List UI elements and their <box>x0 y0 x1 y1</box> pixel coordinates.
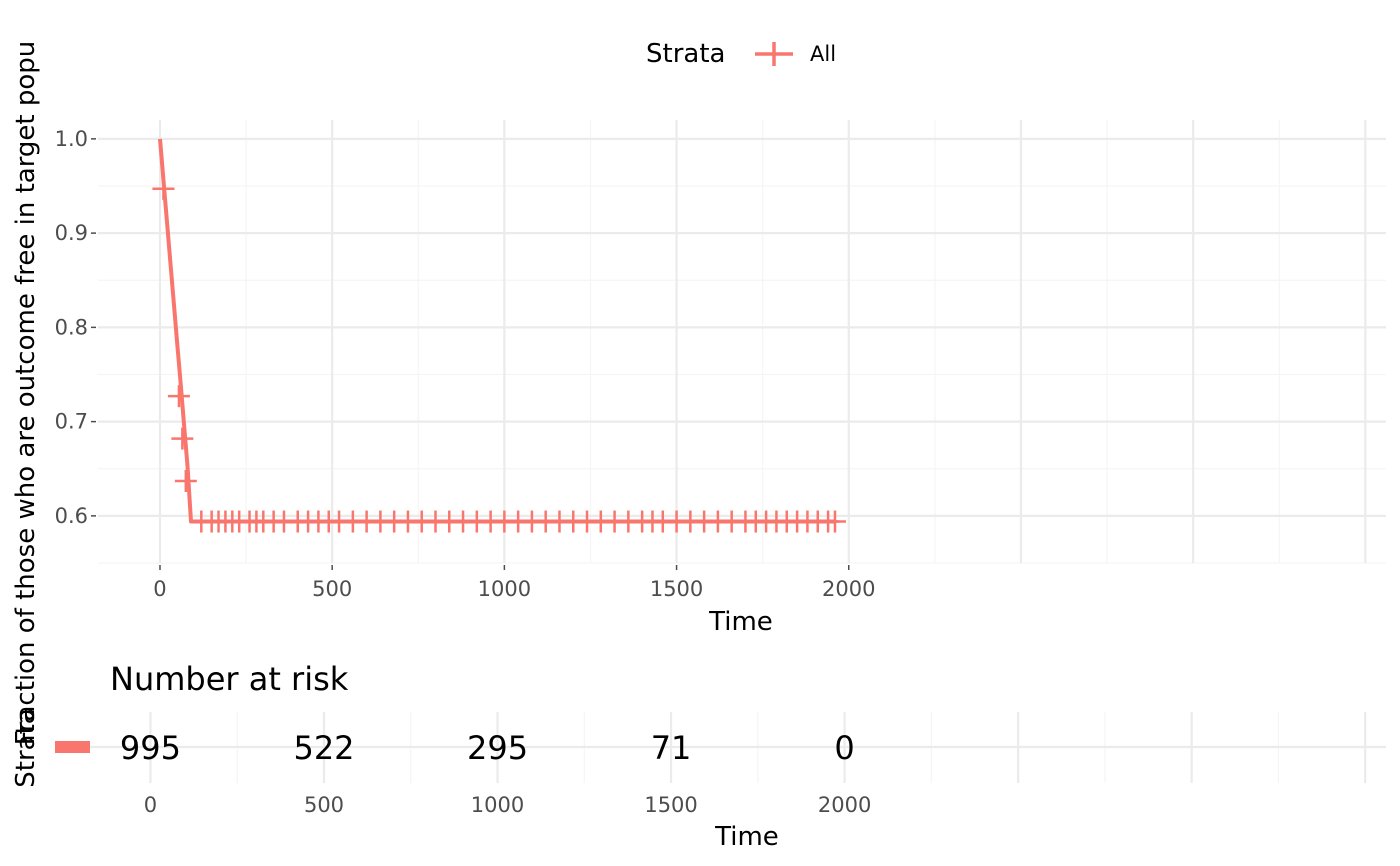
risk-x-tick-label: 2000 <box>818 793 871 817</box>
censor-mark <box>152 177 175 200</box>
legend: Strata All <box>646 39 836 69</box>
censor-mark <box>167 385 190 408</box>
survival-grid <box>98 120 1386 564</box>
survival-x-tick-label: 500 <box>312 577 352 601</box>
risk-table-grid <box>88 712 1386 783</box>
risk-value: 995 <box>120 729 181 767</box>
survival-x-axis-title: Time <box>708 607 773 637</box>
censor-mark <box>823 510 846 533</box>
survival-curve-all <box>158 138 835 524</box>
survival-y-tick-label: 0.9 <box>55 221 88 245</box>
risk-table-x-ticks: 0 500 1000 1500 2000 <box>144 793 872 817</box>
survival-x-tick-label: 1500 <box>650 577 703 601</box>
risk-table-title: Number at risk <box>110 660 349 698</box>
risk-x-tick-label: 0 <box>144 793 157 817</box>
legend-title: Strata <box>646 39 725 69</box>
survival-y-ticks: 0.6 0.7 0.8 0.9 1.0 <box>55 127 96 528</box>
risk-x-tick-label: 1000 <box>471 793 524 817</box>
survival-x-tick-label: 0 <box>153 577 166 601</box>
survival-x-tick-label: 1000 <box>478 577 531 601</box>
survival-y-tick-label: 0.8 <box>55 315 88 339</box>
censor-mark <box>171 427 194 450</box>
survival-x-ticks: 0 500 1000 1500 2000 <box>153 565 875 601</box>
risk-table-values: 995 522 295 71 0 <box>120 729 855 767</box>
risk-value: 522 <box>293 729 354 767</box>
survival-y-axis-title: Fraction of those who are outcome free i… <box>11 41 41 746</box>
legend-label-all: All <box>810 42 836 66</box>
risk-table-x-axis-title: Time <box>714 822 779 852</box>
risk-table-strata-key <box>55 741 90 753</box>
survival-y-tick-label: 1.0 <box>55 127 88 151</box>
legend-key-all <box>755 42 793 66</box>
risk-x-tick-label: 500 <box>304 793 344 817</box>
survival-y-tick-label: 0.6 <box>55 504 88 528</box>
risk-value: 71 <box>651 729 692 767</box>
survival-series <box>152 138 846 533</box>
survival-y-tick-label: 0.7 <box>55 410 88 434</box>
censor-mark <box>174 469 197 492</box>
risk-value: 295 <box>467 729 528 767</box>
risk-x-tick-label: 1500 <box>644 793 697 817</box>
survival-x-tick-label: 2000 <box>822 577 875 601</box>
risk-table-y-axis-title: Strata <box>11 708 41 787</box>
risk-value: 0 <box>834 729 854 767</box>
